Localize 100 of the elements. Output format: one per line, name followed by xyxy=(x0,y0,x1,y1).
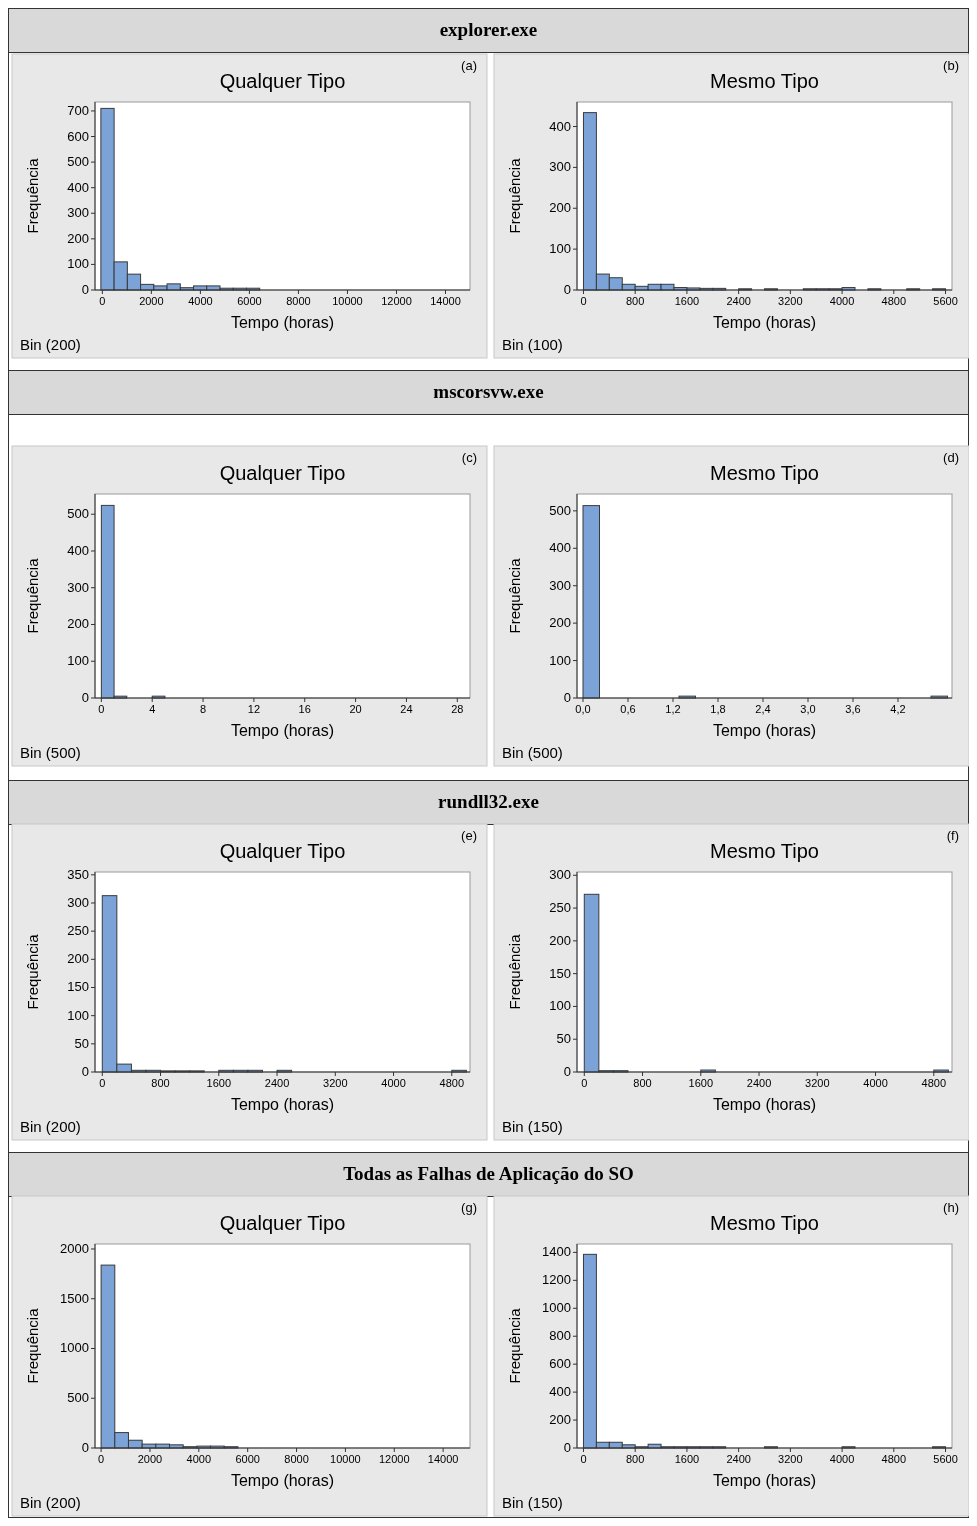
y-tick-label: 200 xyxy=(67,951,89,967)
x-tick-label: 4000 xyxy=(863,1077,888,1089)
x-tick-label: 4,2 xyxy=(890,703,906,715)
y-tick-label: 0 xyxy=(563,282,571,297)
x-tick-label: 0 xyxy=(98,1453,105,1465)
x-axis-title: Tempo (horas) xyxy=(712,1096,817,1113)
x-tick-label: 16 xyxy=(298,703,311,715)
x-tick-label: 800 xyxy=(151,1077,170,1089)
y-tick-label: 0 xyxy=(81,1440,89,1455)
y-tick-label: 100 xyxy=(549,998,571,1014)
y-tick-label: 1400 xyxy=(542,1244,571,1260)
x-tick-label: 8 xyxy=(199,703,207,715)
chart-title: Mesmo Tipo xyxy=(710,462,819,484)
x-tick-label: 1600 xyxy=(206,1077,232,1089)
x-tick-label: 2400 xyxy=(726,1453,751,1465)
text: rundll32.exe xyxy=(438,791,539,812)
x-tick-label: 800 xyxy=(626,295,645,307)
x-tick-label: 3200 xyxy=(805,1077,830,1089)
y-tick-label: 100 xyxy=(549,241,571,257)
x-tick-label: 10000 xyxy=(330,1453,361,1465)
x-tick-label: 1,2 xyxy=(665,703,681,715)
x-tick-label: 4 xyxy=(149,703,156,715)
y-tick-label: 400 xyxy=(67,542,89,558)
chart-title: Mesmo Tipo xyxy=(710,840,819,862)
y-tick-label: 700 xyxy=(67,102,89,118)
x-tick-label: 3,0 xyxy=(800,703,816,715)
y-tick-label: 0 xyxy=(563,1064,571,1079)
text: Todas as Falhas de Aplicação do SO xyxy=(343,1163,634,1184)
text: (d) xyxy=(943,450,959,465)
text: Bin (500) xyxy=(20,744,81,761)
y-tick-label: 200 xyxy=(67,616,89,632)
x-tick-label: 1600 xyxy=(674,1453,700,1465)
x-tick-label: 2,4 xyxy=(755,703,771,715)
x-tick-label: 0 xyxy=(580,295,587,307)
x-tick-label: 4800 xyxy=(921,1077,947,1089)
y-tick-label: 800 xyxy=(549,1328,571,1344)
text: (g) xyxy=(461,1200,477,1215)
text: Bin (150) xyxy=(502,1118,563,1135)
y-tick-label: 0 xyxy=(81,1064,89,1079)
y-tick-label: 300 xyxy=(549,159,571,175)
y-tick-label: 200 xyxy=(67,230,89,246)
y-tick-label: 1000 xyxy=(60,1340,89,1356)
x-tick-label: 4000 xyxy=(186,1453,212,1465)
chart-title: Qualquer Tipo xyxy=(219,462,346,484)
x-tick-label: 14000 xyxy=(430,295,461,307)
x-tick-label: 28 xyxy=(451,703,464,715)
x-tick-label: 1,8 xyxy=(710,703,726,715)
y-tick-label: 350 xyxy=(67,866,89,882)
x-axis-title: Tempo (horas) xyxy=(230,314,335,331)
text: (f) xyxy=(946,828,959,843)
y-tick-label: 600 xyxy=(549,1356,571,1372)
x-tick-label: 6000 xyxy=(237,295,262,307)
x-tick-label: 1600 xyxy=(688,1077,714,1089)
x-tick-label: 2400 xyxy=(264,1077,290,1089)
y-tick-label: 300 xyxy=(67,894,89,910)
x-tick-label: 4800 xyxy=(881,295,907,307)
y-tick-label: 150 xyxy=(67,979,89,995)
y-tick-label: 100 xyxy=(549,652,571,668)
x-tick-label: 3200 xyxy=(778,1453,803,1465)
y-tick-label: 300 xyxy=(549,577,571,593)
y-tick-label: 400 xyxy=(549,540,571,556)
y-tick-label: 250 xyxy=(549,900,571,916)
y-tick-label: 100 xyxy=(67,256,89,272)
text: Bin (500) xyxy=(502,744,563,761)
x-axis-title: Tempo (horas) xyxy=(230,1472,335,1489)
text: Bin (200) xyxy=(20,1494,81,1511)
text: (a) xyxy=(461,58,477,73)
text: Bin (100) xyxy=(502,336,563,353)
text: (c) xyxy=(461,450,477,465)
y-tick-label: 200 xyxy=(549,932,571,948)
x-tick-label: 6000 xyxy=(235,1453,260,1465)
x-axis-title: Tempo (horas) xyxy=(712,722,817,739)
y-tick-label: 1000 xyxy=(542,1300,571,1316)
y-tick-label: 100 xyxy=(67,1007,89,1023)
x-tick-label: 4000 xyxy=(829,295,855,307)
y-tick-label: 300 xyxy=(67,205,89,221)
y-tick-label: 500 xyxy=(67,1390,89,1406)
x-tick-label: 0 xyxy=(98,703,105,715)
x-tick-label: 3,6 xyxy=(845,703,861,715)
x-tick-label: 0,6 xyxy=(620,703,636,715)
x-tick-label: 4000 xyxy=(381,1077,406,1089)
x-axis-title: Tempo (horas) xyxy=(230,1096,335,1113)
y-axis-title: Frequência xyxy=(24,157,41,234)
y-tick-label: 250 xyxy=(67,923,89,939)
chart-title: Qualquer Tipo xyxy=(219,1212,346,1234)
y-tick-label: 150 xyxy=(549,965,571,981)
x-tick-label: 0,0 xyxy=(575,703,591,715)
x-tick-label: 0 xyxy=(99,1077,106,1089)
y-tick-label: 100 xyxy=(67,653,89,669)
x-tick-label: 10000 xyxy=(332,295,363,307)
y-tick-label: 500 xyxy=(67,154,89,170)
x-tick-label: 24 xyxy=(400,703,413,715)
x-tick-label: 2400 xyxy=(746,1077,772,1089)
x-tick-label: 4800 xyxy=(881,1453,907,1465)
text: (e) xyxy=(461,828,477,843)
y-tick-label: 2000 xyxy=(60,1240,89,1256)
x-tick-label: 4000 xyxy=(829,1453,855,1465)
y-tick-label: 400 xyxy=(549,1384,571,1400)
x-tick-label: 14000 xyxy=(427,1453,459,1465)
x-tick-label: 800 xyxy=(633,1077,652,1089)
